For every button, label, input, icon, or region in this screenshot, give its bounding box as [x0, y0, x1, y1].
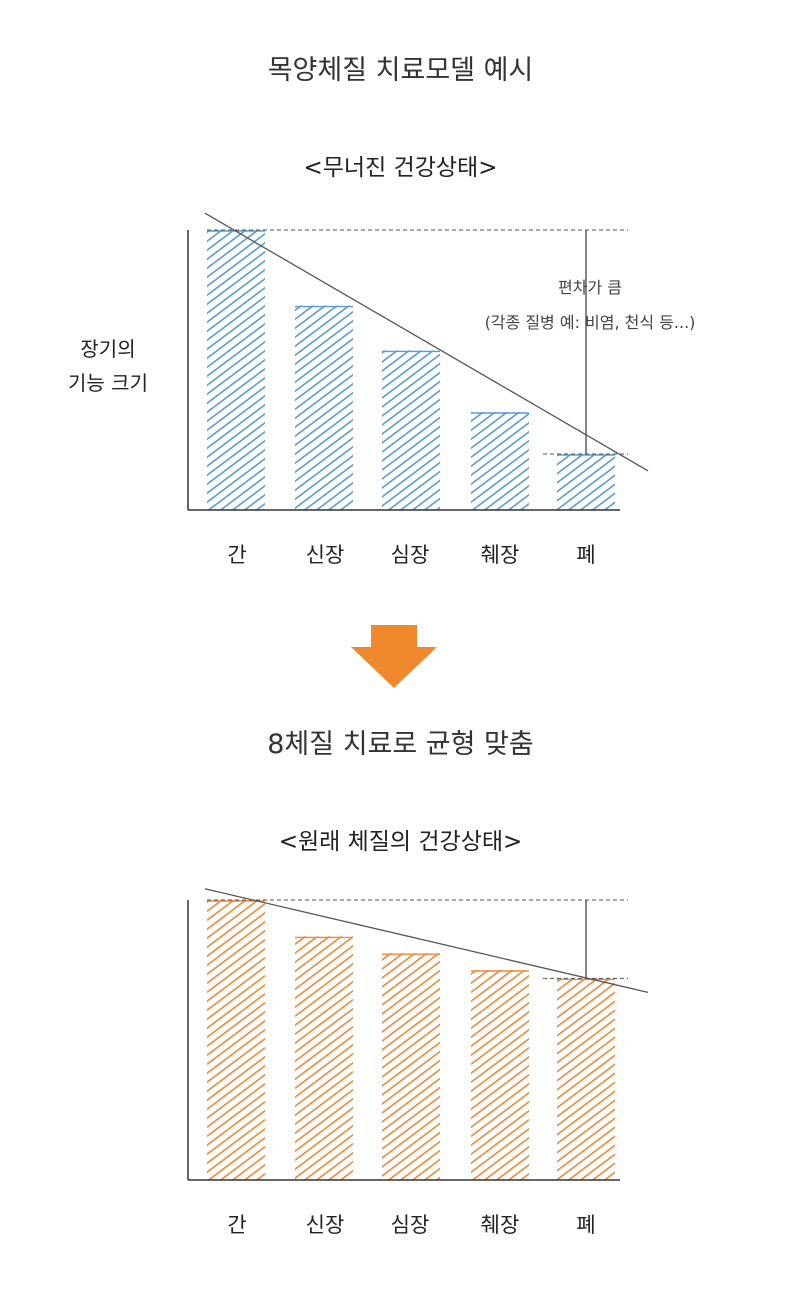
- bar-1: [207, 900, 265, 1180]
- bar-5: [557, 454, 615, 510]
- bar-5: [557, 978, 615, 1180]
- category-label: 심장: [391, 1213, 430, 1237]
- bar-2: [295, 936, 353, 1180]
- deviation-annotation-line1: 편차가 큼: [558, 278, 622, 297]
- category-label: 심장: [391, 543, 430, 567]
- chart-title-after: <원래 체질의 건강상태>: [278, 829, 523, 855]
- chart-title-before: <무너진 건강상태>: [303, 155, 498, 181]
- trend-line: [204, 212, 649, 472]
- deviation-annotation-line2: (각종 질병 예: 비염, 천식 등...): [484, 313, 696, 332]
- bar-2: [295, 305, 353, 510]
- trend-line: [204, 888, 649, 994]
- page-title: 목양체질 치료모델 예시: [267, 55, 534, 86]
- bar-3: [382, 350, 440, 510]
- bar-3: [382, 953, 440, 1180]
- category-label: 췌장: [481, 1213, 520, 1237]
- category-label: 폐: [576, 543, 595, 567]
- category-label: 신장: [306, 543, 345, 567]
- transition-title: 8체질 치료로 균형 맞춤: [267, 729, 534, 760]
- bar-4: [471, 970, 529, 1180]
- category-label: 췌장: [481, 543, 520, 567]
- deviation-annotation: 편차가 큼 (각종 질병 예: 비염, 천식 등...): [440, 274, 740, 333]
- y-axis-label-line1: 장기의: [80, 337, 136, 361]
- bar-4: [471, 412, 529, 510]
- chart-before: 간 신장 심장 췌장 폐: [187, 212, 649, 567]
- category-label: 간: [227, 1213, 246, 1237]
- bar-1: [207, 230, 265, 510]
- category-label: 신장: [306, 1213, 345, 1237]
- y-axis-label-line2: 기능 크기: [68, 371, 148, 395]
- y-axis-label: 장기의 기능 크기: [48, 332, 168, 400]
- category-label: 폐: [576, 1213, 595, 1237]
- down-arrow-icon: [351, 625, 437, 688]
- chart-after: 간 신장 심장 췌장 폐: [187, 888, 649, 1237]
- category-label: 간: [227, 543, 246, 567]
